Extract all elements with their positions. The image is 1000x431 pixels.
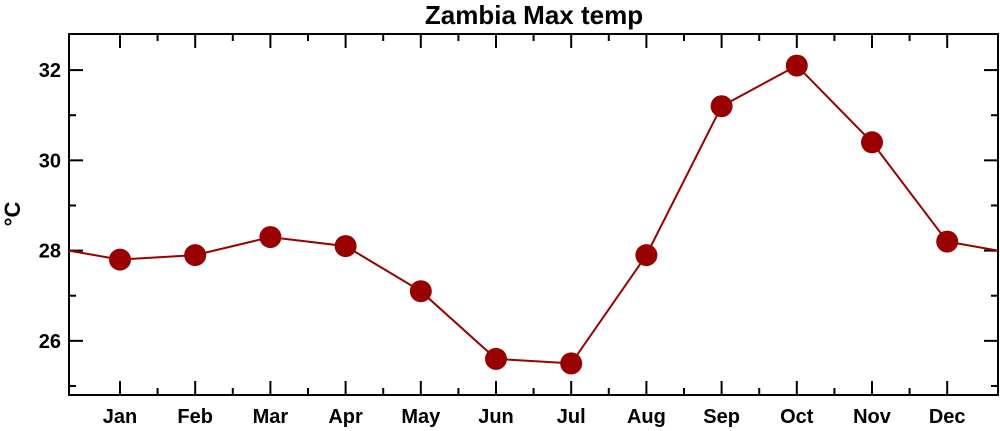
series-layer (68, 54, 999, 375)
data-point (334, 235, 357, 258)
x-tick-label: Jun (478, 406, 514, 428)
data-point (184, 244, 207, 267)
x-tick-label: Aug (627, 406, 666, 428)
x-tick-label: Mar (253, 406, 289, 428)
plot-frame (68, 33, 999, 396)
series-line (68, 64, 999, 365)
x-tick-label: Nov (853, 406, 892, 428)
x-tick-label: Feb (177, 406, 213, 428)
data-point (861, 131, 883, 154)
chart-title: Zambia Max temp (425, 0, 643, 30)
x-tick-label: Apr (328, 406, 363, 428)
data-point (485, 347, 507, 370)
data-point (409, 280, 432, 303)
data-point (560, 352, 583, 375)
y-axis-label: °C (0, 202, 25, 227)
x-tick-label: Jul (557, 406, 586, 428)
y-tick-label: 28 (39, 241, 61, 263)
x-tick-label: Oct (780, 406, 814, 428)
x-tick-label: Jan (103, 406, 137, 428)
y-tick-label: 32 (39, 60, 61, 82)
data-point (109, 248, 131, 271)
data-point (710, 95, 733, 118)
data-point (259, 226, 282, 249)
data-point (785, 54, 808, 77)
x-tick-label: Sep (703, 406, 740, 428)
labels-layer: 26 28 30 32 Jan Feb Mar Apr May Jun Jul Aug Sep Oct No… (39, 60, 966, 428)
data-point (936, 230, 959, 253)
y-tick-label: 30 (39, 150, 61, 172)
ticks-layer (69, 34, 998, 395)
x-tick-label: May (401, 406, 441, 428)
x-tick-label: Dec (929, 406, 966, 428)
data-point (635, 244, 658, 267)
y-tick-label: 26 (39, 331, 61, 353)
